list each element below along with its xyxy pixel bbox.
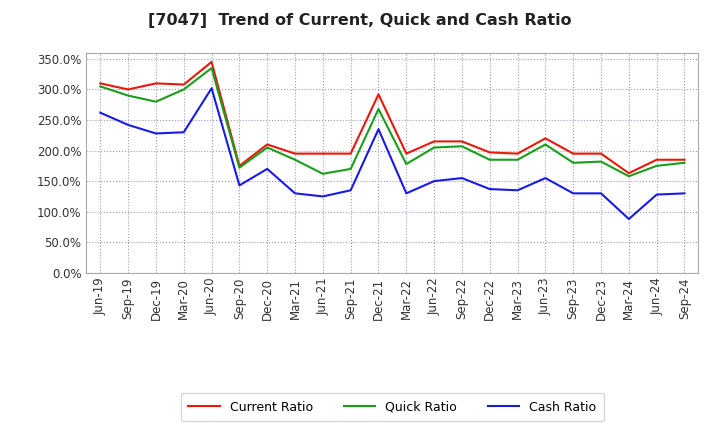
Cash Ratio — [624, 216, 633, 222]
Current Ratio — [124, 87, 132, 92]
Cash Ratio — [458, 176, 467, 181]
Cash Ratio — [346, 187, 355, 193]
Cash Ratio — [152, 131, 161, 136]
Cash Ratio — [569, 191, 577, 196]
Current Ratio — [235, 163, 243, 169]
Quick Ratio — [652, 163, 661, 169]
Cash Ratio — [374, 127, 383, 132]
Current Ratio — [458, 139, 467, 144]
Quick Ratio — [624, 174, 633, 179]
Current Ratio — [179, 82, 188, 87]
Legend: Current Ratio, Quick Ratio, Cash Ratio: Current Ratio, Quick Ratio, Cash Ratio — [181, 393, 604, 422]
Quick Ratio — [485, 157, 494, 162]
Current Ratio — [652, 157, 661, 162]
Cash Ratio — [652, 192, 661, 197]
Cash Ratio — [597, 191, 606, 196]
Quick Ratio — [207, 66, 216, 71]
Line: Quick Ratio: Quick Ratio — [100, 68, 685, 176]
Quick Ratio — [235, 165, 243, 170]
Quick Ratio — [541, 142, 550, 147]
Current Ratio — [291, 151, 300, 156]
Line: Current Ratio: Current Ratio — [100, 62, 685, 173]
Current Ratio — [624, 171, 633, 176]
Cash Ratio — [541, 176, 550, 181]
Cash Ratio — [485, 187, 494, 192]
Cash Ratio — [124, 122, 132, 128]
Current Ratio — [680, 157, 689, 162]
Line: Cash Ratio: Cash Ratio — [100, 88, 685, 219]
Current Ratio — [374, 92, 383, 97]
Quick Ratio — [179, 87, 188, 92]
Cash Ratio — [513, 187, 522, 193]
Cash Ratio — [430, 179, 438, 184]
Current Ratio — [152, 81, 161, 86]
Quick Ratio — [430, 145, 438, 150]
Cash Ratio — [179, 130, 188, 135]
Current Ratio — [263, 142, 271, 147]
Current Ratio — [513, 151, 522, 156]
Current Ratio — [96, 81, 104, 86]
Quick Ratio — [458, 143, 467, 149]
Quick Ratio — [263, 145, 271, 150]
Text: [7047]  Trend of Current, Quick and Cash Ratio: [7047] Trend of Current, Quick and Cash … — [148, 13, 572, 28]
Quick Ratio — [96, 84, 104, 89]
Cash Ratio — [291, 191, 300, 196]
Current Ratio — [318, 151, 327, 156]
Current Ratio — [485, 150, 494, 155]
Quick Ratio — [346, 166, 355, 172]
Current Ratio — [402, 151, 410, 156]
Current Ratio — [597, 151, 606, 156]
Current Ratio — [346, 151, 355, 156]
Cash Ratio — [318, 194, 327, 199]
Cash Ratio — [402, 191, 410, 196]
Current Ratio — [569, 151, 577, 156]
Quick Ratio — [597, 159, 606, 164]
Cash Ratio — [207, 86, 216, 91]
Cash Ratio — [263, 166, 271, 172]
Quick Ratio — [291, 157, 300, 162]
Quick Ratio — [513, 157, 522, 162]
Quick Ratio — [569, 160, 577, 165]
Quick Ratio — [318, 171, 327, 176]
Quick Ratio — [152, 99, 161, 104]
Cash Ratio — [96, 110, 104, 115]
Current Ratio — [430, 139, 438, 144]
Quick Ratio — [680, 160, 689, 165]
Cash Ratio — [235, 183, 243, 188]
Quick Ratio — [124, 93, 132, 98]
Current Ratio — [207, 59, 216, 65]
Cash Ratio — [680, 191, 689, 196]
Quick Ratio — [374, 106, 383, 112]
Quick Ratio — [402, 161, 410, 167]
Current Ratio — [541, 136, 550, 141]
